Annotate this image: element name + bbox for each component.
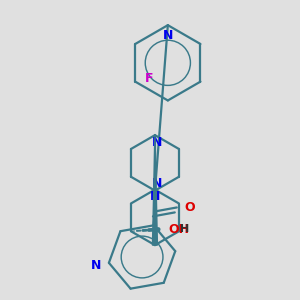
Polygon shape (152, 135, 158, 245)
Text: N: N (152, 177, 162, 190)
Text: N: N (152, 136, 162, 148)
Text: N: N (91, 259, 101, 272)
Text: N: N (163, 28, 173, 42)
Text: F: F (145, 72, 153, 85)
Text: O: O (185, 201, 195, 214)
Text: N: N (150, 190, 160, 203)
Text: OH: OH (169, 223, 190, 236)
Text: H: H (181, 224, 190, 234)
